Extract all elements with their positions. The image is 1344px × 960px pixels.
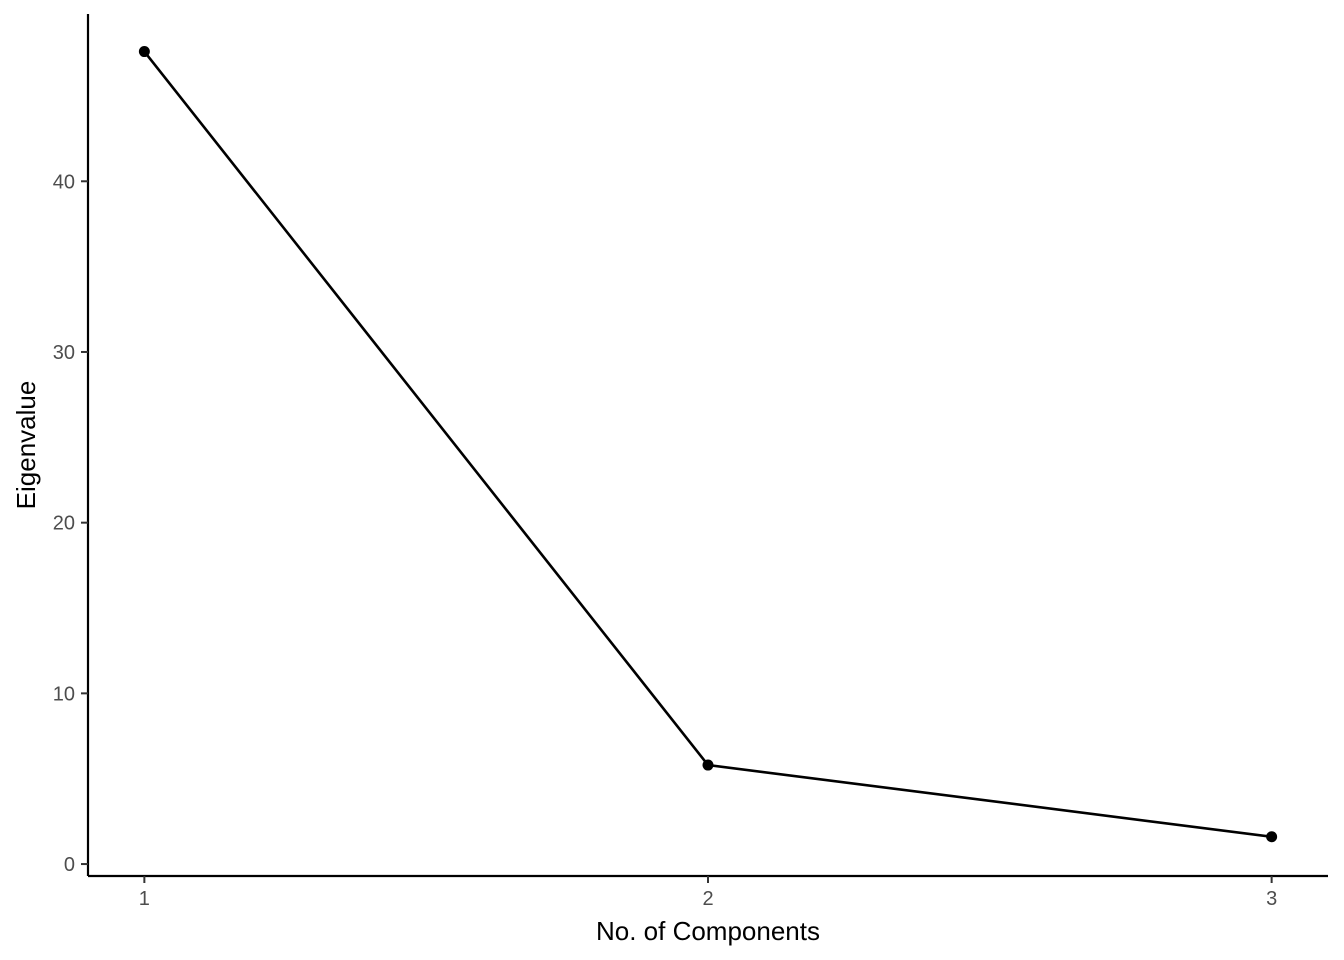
- x-tick-label: 3: [1266, 888, 1277, 910]
- y-tick-label: 0: [64, 854, 75, 876]
- series-line: [143, 50, 1272, 839]
- x-tick-label: 1: [139, 888, 150, 910]
- x-axis-title: No. of Components: [596, 916, 820, 946]
- data-point: [1266, 831, 1278, 843]
- y-tick-label: 10: [53, 683, 75, 705]
- y-tick-label: 20: [53, 513, 75, 535]
- y-tick-label: 30: [53, 342, 75, 364]
- data-point: [702, 759, 714, 771]
- ticks: 0 10 20 30 40 1 2 3: [53, 171, 1277, 910]
- data-point: [138, 46, 150, 58]
- y-tick-label: 40: [53, 171, 75, 193]
- plot-area: [138, 46, 1278, 843]
- axes: [86, 14, 1328, 878]
- y-axis-title: Eigenvalue: [11, 381, 41, 510]
- x-tick-label: 2: [702, 888, 713, 910]
